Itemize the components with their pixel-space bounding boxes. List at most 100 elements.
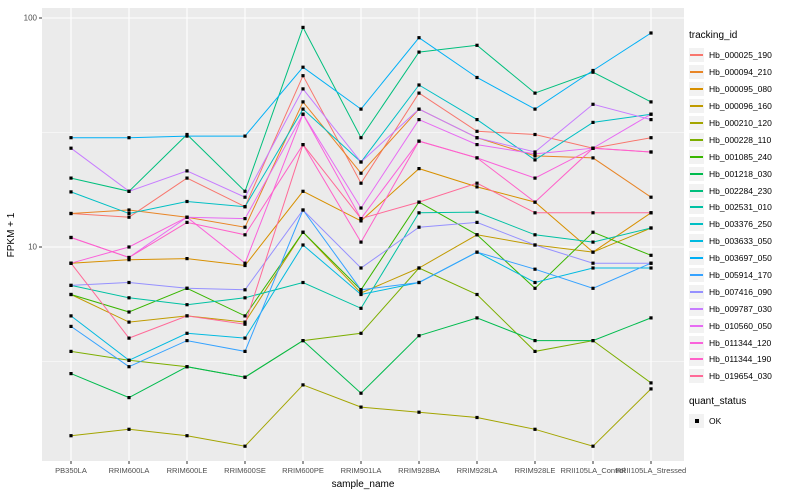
data-point[interactable] bbox=[127, 310, 131, 314]
data-point[interactable] bbox=[185, 331, 189, 335]
data-point[interactable] bbox=[533, 154, 537, 158]
legend-entry-Hb_001085_240[interactable]: Hb_001085_240 bbox=[689, 149, 799, 164]
data-point[interactable] bbox=[533, 286, 537, 290]
data-point[interactable] bbox=[475, 292, 479, 297]
data-point[interactable] bbox=[185, 215, 189, 219]
data-point[interactable] bbox=[591, 211, 595, 215]
data-point[interactable] bbox=[475, 75, 479, 80]
data-point[interactable] bbox=[533, 280, 537, 285]
data-point[interactable] bbox=[301, 100, 305, 104]
data-point[interactable] bbox=[649, 150, 653, 154]
data-point[interactable] bbox=[127, 358, 131, 362]
data-point[interactable] bbox=[243, 314, 247, 318]
data-point[interactable] bbox=[243, 375, 247, 379]
data-point[interactable] bbox=[243, 336, 247, 340]
data-point[interactable] bbox=[301, 25, 305, 29]
legend-entry-Hb_007416_090[interactable]: Hb_007416_090 bbox=[689, 284, 799, 299]
data-point[interactable] bbox=[69, 283, 73, 287]
data-point[interactable] bbox=[649, 266, 653, 270]
data-point[interactable] bbox=[649, 136, 653, 140]
data-point[interactable] bbox=[591, 266, 595, 270]
data-point[interactable] bbox=[417, 266, 421, 270]
data-point[interactable] bbox=[243, 233, 247, 237]
data-point[interactable] bbox=[475, 220, 479, 224]
data-point[interactable] bbox=[69, 136, 73, 140]
data-point[interactable] bbox=[359, 240, 363, 244]
data-point[interactable] bbox=[359, 160, 363, 164]
data-point[interactable] bbox=[127, 215, 131, 219]
data-point[interactable] bbox=[301, 208, 305, 212]
data-point[interactable] bbox=[649, 100, 653, 104]
legend-entry-Hb_000228_110[interactable]: Hb_000228_110 bbox=[689, 132, 799, 147]
data-point[interactable] bbox=[475, 181, 479, 185]
data-point[interactable] bbox=[417, 410, 421, 414]
data-point[interactable] bbox=[475, 118, 479, 122]
data-point[interactable] bbox=[301, 65, 305, 69]
data-point[interactable] bbox=[591, 339, 595, 343]
data-point[interactable] bbox=[127, 211, 131, 216]
data-point[interactable] bbox=[301, 230, 305, 234]
legend-entry-Hb_000095_080[interactable]: Hb_000095_080 bbox=[689, 82, 799, 97]
data-point[interactable] bbox=[185, 257, 189, 261]
data-point[interactable] bbox=[243, 134, 247, 138]
data-point[interactable] bbox=[69, 211, 73, 216]
data-point[interactable] bbox=[359, 217, 363, 221]
data-point[interactable] bbox=[359, 288, 363, 292]
data-point[interactable] bbox=[185, 176, 189, 180]
data-point[interactable] bbox=[533, 233, 537, 237]
data-point[interactable] bbox=[69, 372, 73, 376]
data-point[interactable] bbox=[127, 189, 131, 193]
data-point[interactable] bbox=[417, 118, 421, 122]
data-point[interactable] bbox=[301, 339, 305, 343]
data-point[interactable] bbox=[533, 267, 537, 271]
data-point[interactable] bbox=[69, 349, 73, 353]
data-point[interactable] bbox=[417, 280, 421, 285]
legend-entry-Hb_005914_170[interactable]: Hb_005914_170 bbox=[689, 268, 799, 283]
data-point[interactable] bbox=[649, 195, 653, 199]
data-point[interactable] bbox=[475, 185, 479, 189]
legend-entry-Hb_002284_230[interactable]: Hb_002284_230 bbox=[689, 183, 799, 198]
data-point[interactable] bbox=[359, 171, 363, 175]
legend-entry-Hb_003376_250[interactable]: Hb_003376_250 bbox=[689, 217, 799, 232]
data-point[interactable] bbox=[591, 240, 595, 244]
data-point[interactable] bbox=[185, 434, 189, 438]
legend-entry-Hb_000096_160[interactable]: Hb_000096_160 bbox=[689, 99, 799, 114]
data-point[interactable] bbox=[69, 434, 73, 438]
data-point[interactable] bbox=[649, 381, 653, 385]
data-point[interactable] bbox=[243, 195, 247, 199]
data-point[interactable] bbox=[649, 253, 653, 257]
data-point[interactable] bbox=[127, 396, 131, 400]
data-point[interactable] bbox=[475, 316, 479, 320]
legend-entry-Hb_000094_210[interactable]: Hb_000094_210 bbox=[689, 65, 799, 80]
data-point[interactable] bbox=[533, 200, 537, 204]
data-point[interactable] bbox=[185, 303, 189, 307]
data-point[interactable] bbox=[185, 286, 189, 290]
data-point[interactable] bbox=[359, 219, 363, 223]
data-point[interactable] bbox=[127, 320, 131, 324]
data-point[interactable] bbox=[359, 405, 363, 409]
data-point[interactable] bbox=[127, 365, 131, 369]
data-point[interactable] bbox=[417, 91, 421, 95]
data-point[interactable] bbox=[475, 129, 479, 133]
data-point[interactable] bbox=[69, 176, 73, 180]
data-point[interactable] bbox=[533, 158, 537, 162]
data-point[interactable] bbox=[243, 444, 247, 448]
data-point[interactable] bbox=[359, 266, 363, 270]
data-point[interactable] bbox=[591, 444, 595, 448]
data-point[interactable] bbox=[243, 349, 247, 353]
data-point[interactable] bbox=[301, 87, 305, 91]
data-point[interactable] bbox=[301, 280, 305, 285]
data-point[interactable] bbox=[591, 120, 595, 124]
data-point[interactable] bbox=[649, 118, 653, 122]
data-point[interactable] bbox=[533, 107, 537, 111]
legend-entry-Hb_009787_030[interactable]: Hb_009787_030 bbox=[689, 301, 799, 316]
data-point[interactable] bbox=[243, 225, 247, 229]
data-point[interactable] bbox=[475, 43, 479, 47]
data-point[interactable] bbox=[243, 322, 247, 326]
data-point[interactable] bbox=[69, 261, 73, 265]
data-point[interactable] bbox=[359, 292, 363, 297]
data-point[interactable] bbox=[649, 226, 653, 230]
data-point[interactable] bbox=[359, 107, 363, 111]
legend-entry-Hb_002531_010[interactable]: Hb_002531_010 bbox=[689, 200, 799, 215]
data-point[interactable] bbox=[301, 383, 305, 387]
